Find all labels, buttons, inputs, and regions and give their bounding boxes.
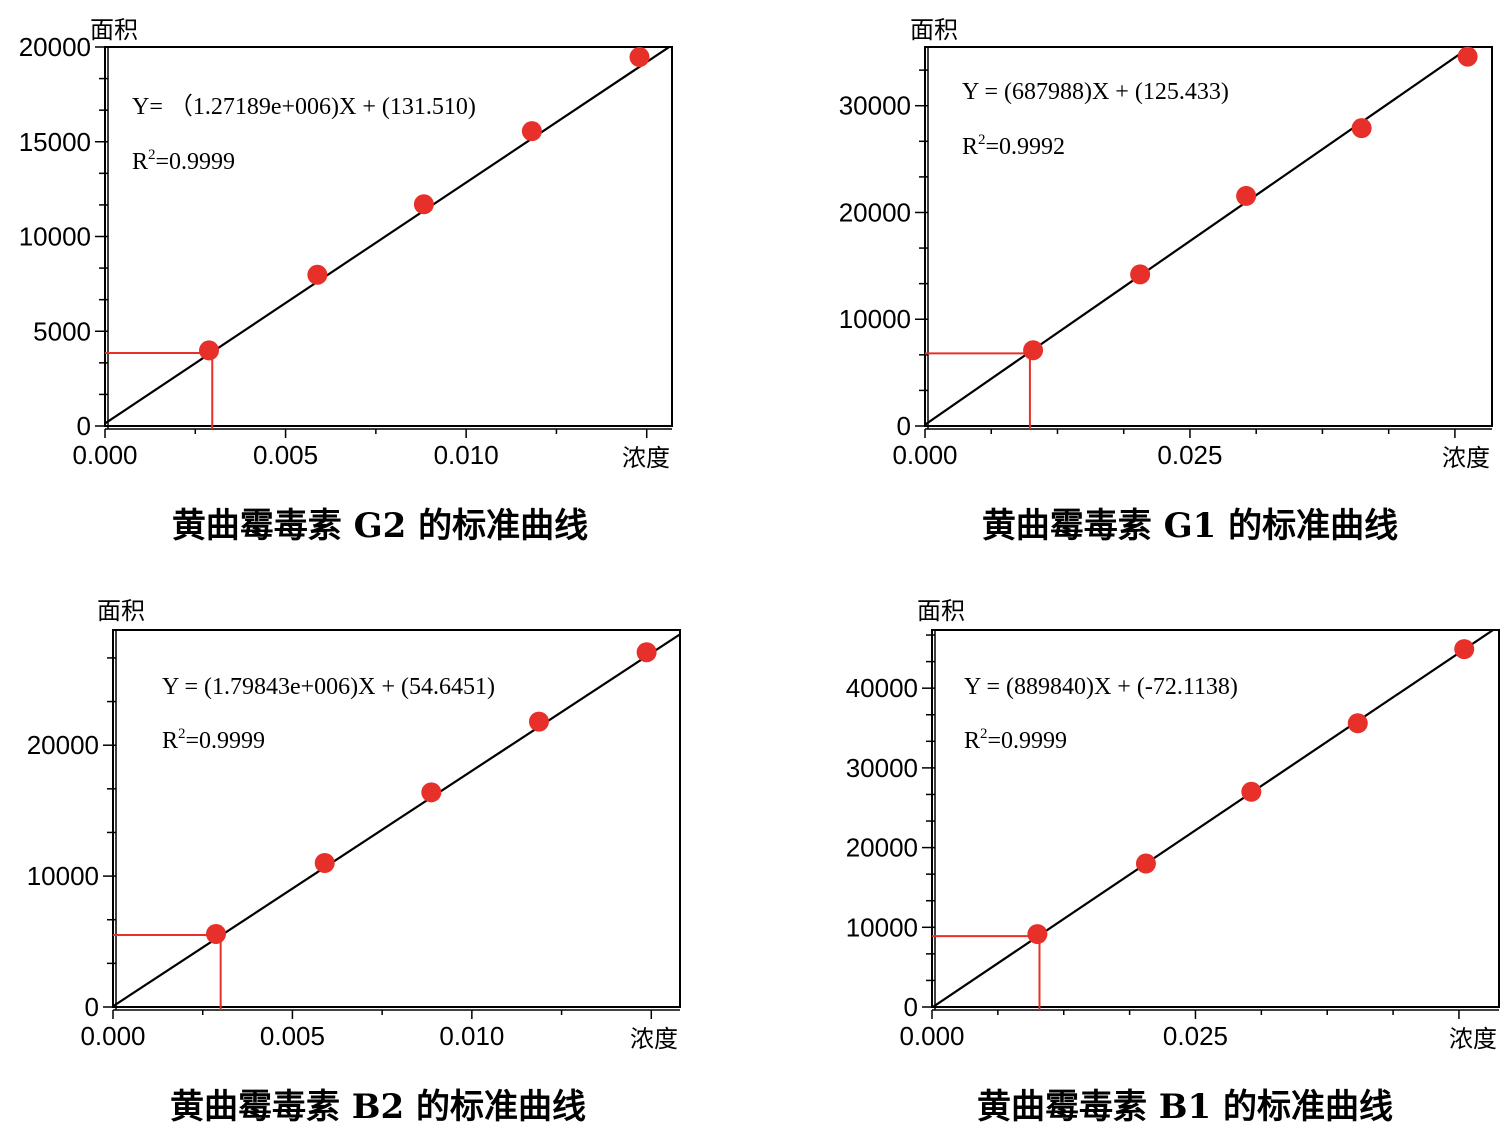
r-squared-value: =0.9999 [186, 728, 266, 754]
data-point [1457, 46, 1478, 67]
data-point [528, 711, 549, 732]
x-tick-label: 0.005 [253, 440, 318, 470]
r-squared: R2=0.9992 [962, 132, 1065, 160]
plot-frame [931, 629, 1500, 1008]
r-squared-prefix: R [132, 149, 148, 175]
plot-frame [112, 629, 681, 1008]
y-tick-label: 30000 [846, 753, 918, 783]
y-tick-label: 5000 [33, 316, 91, 346]
x-tick-label: 0.000 [72, 440, 137, 470]
chart-title: 黄曲霉毒素 G1 的标准曲线 [982, 506, 1398, 546]
x-tick-label: 0.000 [892, 440, 957, 470]
y-tick-label: 10000 [839, 304, 911, 334]
y-tick-label: 10000 [846, 912, 918, 942]
r-squared-superscript: 2 [980, 726, 988, 742]
y-tick-label: 0 [85, 992, 99, 1022]
data-point [1236, 185, 1257, 206]
y-tick-label: 20000 [27, 730, 99, 760]
y-axis-label: 面积 [90, 16, 138, 44]
r-squared-value: =0.9992 [986, 134, 1066, 160]
x-tick-label: 0.025 [1163, 1021, 1228, 1051]
x-axis-label: 浓度 [622, 444, 670, 472]
y-tick-label: 0 [904, 992, 918, 1022]
r-squared-value: =0.9999 [988, 728, 1068, 754]
y-tick-label: 10000 [19, 222, 91, 252]
x-tick-label: 0.010 [439, 1021, 504, 1051]
data-point [1347, 713, 1368, 734]
data-point [413, 194, 434, 215]
data-point [1135, 853, 1156, 874]
data-point [314, 853, 335, 874]
x-tick-label: 0.025 [1157, 440, 1222, 470]
chart-title: 黄曲霉毒素 B2 的标准曲线 [170, 1087, 586, 1127]
x-axis-label: 浓度 [1449, 1025, 1497, 1053]
data-point [199, 340, 220, 361]
y-tick-label: 30000 [839, 91, 911, 121]
y-axis-label: 面积 [917, 597, 965, 625]
data-point [205, 923, 226, 944]
y-axis-label: 面积 [97, 597, 145, 625]
x-tick-label: 0.000 [899, 1021, 964, 1051]
fit-equation: Y = (687988)X + (125.433) [962, 79, 1229, 105]
data-point [1027, 924, 1048, 945]
fit-equation: Y = (1.79843e+006)X + (54.6451) [162, 674, 495, 700]
y-tick-label: 20000 [839, 197, 911, 227]
data-point [1023, 340, 1044, 361]
x-tick-label: 0.010 [434, 440, 499, 470]
y-tick-label: 15000 [19, 127, 91, 157]
r-squared: R2=0.9999 [132, 147, 235, 175]
r-squared: R2=0.9999 [162, 726, 265, 754]
r-squared: R2=0.9999 [964, 726, 1067, 754]
y-tick-label: 40000 [846, 673, 918, 703]
chart-title: 黄曲霉毒素 G2 的标准曲线 [172, 506, 588, 546]
y-tick-label: 20000 [19, 32, 91, 62]
y-tick-label: 0 [897, 411, 911, 441]
r-squared-superscript: 2 [978, 132, 986, 148]
fit-line [925, 47, 1472, 426]
plot-frame [924, 46, 1493, 427]
fit-line [932, 630, 1496, 1007]
data-point [636, 642, 657, 663]
y-axis-label: 面积 [910, 16, 958, 44]
fit-line [105, 47, 672, 425]
y-tick-label: 0 [77, 411, 91, 441]
fit-equation: Y= （1.27189e+006)X + (131.510) [132, 94, 476, 120]
y-tick-label: 10000 [27, 861, 99, 891]
r-squared-prefix: R [962, 134, 978, 160]
r-squared-prefix: R [964, 728, 980, 754]
data-point [421, 782, 442, 803]
data-point [307, 264, 328, 285]
chart-title: 黄曲霉毒素 B1 的标准曲线 [977, 1087, 1393, 1127]
x-axis-label: 浓度 [1442, 444, 1490, 472]
data-point [521, 121, 542, 142]
r-squared-superscript: 2 [178, 726, 186, 742]
data-point [1130, 264, 1151, 285]
r-squared-prefix: R [162, 728, 178, 754]
data-point [1454, 639, 1475, 660]
x-axis-label: 浓度 [630, 1025, 678, 1053]
data-point [1241, 781, 1262, 802]
r-squared-value: =0.9999 [156, 149, 236, 175]
y-tick-label: 20000 [846, 833, 918, 863]
data-point [1351, 118, 1372, 139]
fit-equation: Y = (889840)X + (-72.1138) [964, 674, 1238, 700]
x-tick-label: 0.000 [80, 1021, 145, 1051]
x-tick-label: 0.005 [260, 1021, 325, 1051]
r-squared-superscript: 2 [148, 147, 156, 163]
data-point [629, 47, 650, 68]
